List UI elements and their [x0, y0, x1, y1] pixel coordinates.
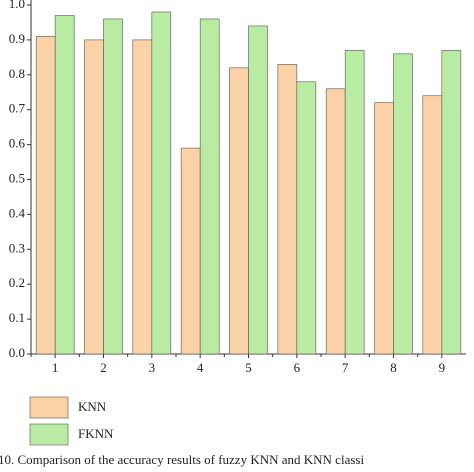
legend-swatch	[29, 396, 69, 419]
bar	[54, 15, 75, 355]
x-tick-label: 6	[294, 360, 301, 375]
legend-swatch	[29, 423, 69, 446]
y-tick-label: 0.8	[9, 66, 25, 81]
bar	[248, 25, 268, 355]
bar	[296, 81, 317, 355]
bar	[151, 11, 172, 355]
y-tick-label: 0.5	[9, 170, 25, 185]
y-tick-label: 0.0	[9, 345, 25, 360]
y-tick-label: 0.6	[9, 136, 26, 151]
caption: 10. Comparison of the accuracy results o…	[0, 452, 364, 467]
bar	[441, 50, 462, 355]
y-tick-label: 0.1	[9, 310, 25, 325]
x-tick-label: 8	[390, 360, 397, 375]
bar	[277, 64, 298, 355]
bar	[132, 39, 153, 355]
bar	[422, 95, 443, 355]
x-tick-label: 1	[52, 360, 59, 375]
legend-label: FKNN	[78, 426, 114, 441]
y-tick-label: 0.3	[9, 240, 25, 255]
bar	[229, 67, 249, 355]
y-tick-label: 1.0	[9, 0, 25, 11]
x-tick-label: 9	[439, 360, 446, 375]
bar	[325, 88, 346, 355]
legend-label: KNN	[78, 399, 107, 414]
bar	[35, 36, 56, 355]
y-tick-label: 0.7	[9, 101, 26, 116]
y-tick-label: 0.2	[9, 275, 25, 290]
bar	[84, 39, 104, 355]
bar	[393, 53, 413, 355]
x-tick-label: 4	[197, 360, 204, 375]
x-tick-label: 3	[149, 360, 156, 375]
bar	[199, 18, 220, 355]
x-tick-label: 2	[100, 360, 107, 375]
x-tick-label: 5	[245, 360, 252, 375]
bar	[180, 147, 201, 355]
y-tick-label: 0.9	[9, 31, 25, 46]
bar	[103, 18, 123, 355]
y-tick-label: 0.4	[9, 205, 26, 220]
bar	[374, 102, 394, 355]
bar	[344, 50, 365, 355]
x-tick-label: 7	[342, 360, 349, 375]
